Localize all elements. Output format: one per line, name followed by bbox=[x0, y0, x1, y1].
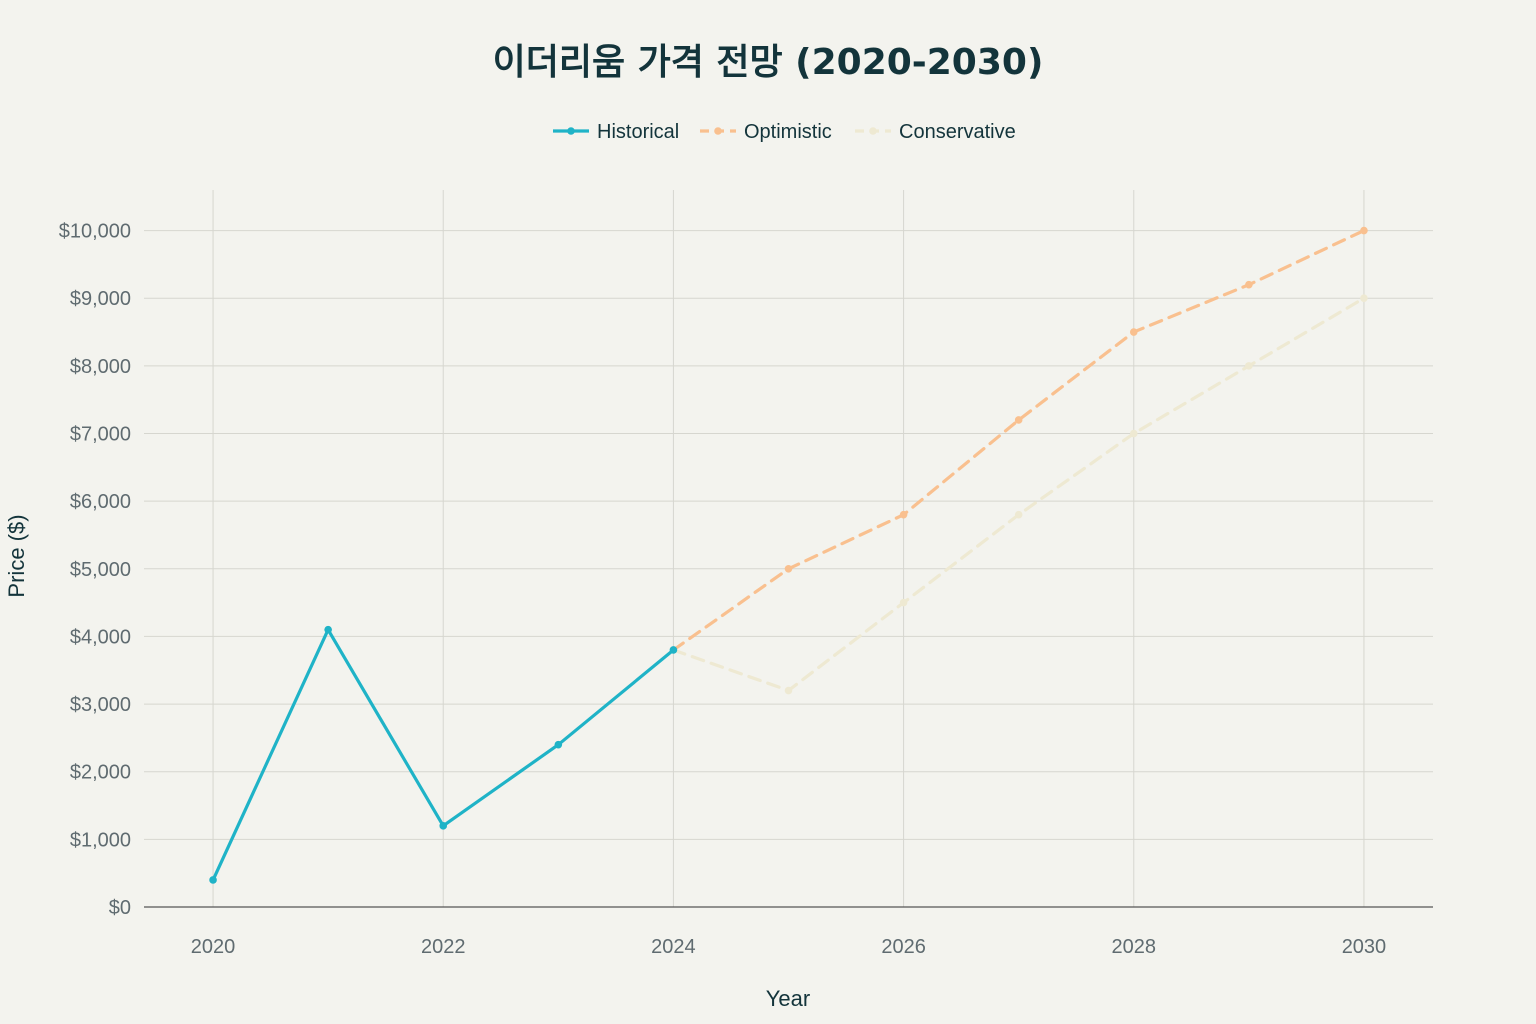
x-axis-label: Year bbox=[766, 986, 810, 1011]
optimistic-point bbox=[899, 510, 908, 519]
y-tick-label: $8,000 bbox=[70, 356, 131, 378]
conservative-point bbox=[1129, 429, 1138, 438]
y-tick-label: $9,000 bbox=[70, 288, 131, 310]
legend-label-optimistic: Optimistic bbox=[744, 121, 832, 143]
legend-item-optimistic: Optimistic bbox=[700, 121, 832, 143]
historical-point bbox=[439, 822, 448, 830]
y-tick-label: $10,000 bbox=[59, 221, 131, 243]
historical-point bbox=[209, 876, 217, 884]
y-tick-label: $4,000 bbox=[70, 626, 131, 648]
y-tick-label: $1,000 bbox=[70, 829, 131, 851]
conservative-point bbox=[784, 686, 793, 695]
x-tick-label: 2022 bbox=[421, 936, 466, 958]
chart-title: 이더리움 가격 전망 (2020-2030) bbox=[493, 42, 1044, 83]
chart-series bbox=[209, 226, 1368, 884]
legend-marker-conservative bbox=[869, 127, 877, 135]
series-historical bbox=[209, 625, 678, 884]
optimistic-point bbox=[784, 564, 793, 573]
optimistic-point bbox=[1245, 280, 1253, 289]
y-tick-label: $2,000 bbox=[70, 762, 131, 784]
optimistic-point bbox=[1129, 328, 1138, 336]
historical-point bbox=[554, 740, 563, 749]
x-tick-label: 2024 bbox=[651, 936, 696, 958]
x-tick-label: 2020 bbox=[191, 936, 236, 958]
x-tick-label: 2028 bbox=[1112, 936, 1157, 958]
optimistic-line bbox=[671, 229, 1366, 652]
legend-marker-historical bbox=[567, 127, 575, 135]
chart-legend: Historical Optimistic Conservative bbox=[553, 121, 1016, 143]
optimistic-point bbox=[1014, 416, 1023, 424]
legend-label-conservative: Conservative bbox=[899, 121, 1016, 143]
x-tick-label: 2030 bbox=[1342, 936, 1387, 958]
y-tick-label: $5,000 bbox=[70, 559, 131, 581]
conservative-point bbox=[1245, 362, 1253, 370]
series-conservative bbox=[671, 294, 1368, 695]
legend-item-conservative: Conservative bbox=[855, 121, 1016, 143]
y-axis-ticks: $0 $1,000 $2,000 $3,000 $4,000 $5,000 $6,000 $7… bbox=[59, 221, 131, 919]
legend-item-historical: Historical bbox=[553, 121, 679, 143]
legend-label-historical: Historical bbox=[597, 121, 679, 143]
conservative-point bbox=[1360, 294, 1368, 303]
y-axis-label: Price ($) bbox=[4, 514, 29, 597]
conservative-point bbox=[899, 598, 908, 607]
historical-point bbox=[669, 646, 678, 654]
y-tick-label: $7,000 bbox=[70, 424, 131, 446]
chart-grid bbox=[144, 190, 1433, 908]
conservative-point bbox=[1014, 510, 1023, 519]
conservative-line bbox=[671, 296, 1366, 693]
optimistic-point bbox=[1360, 226, 1368, 235]
x-axis-ticks: 2020 2022 2024 2026 2028 2030 bbox=[191, 936, 1386, 958]
y-tick-label: $3,000 bbox=[70, 694, 131, 716]
series-optimistic bbox=[671, 226, 1368, 652]
legend-marker-optimistic bbox=[714, 127, 722, 135]
y-tick-label: $0 bbox=[109, 897, 131, 919]
y-tick-label: $6,000 bbox=[70, 491, 131, 513]
historical-point bbox=[324, 625, 332, 634]
x-tick-label: 2026 bbox=[881, 936, 926, 958]
